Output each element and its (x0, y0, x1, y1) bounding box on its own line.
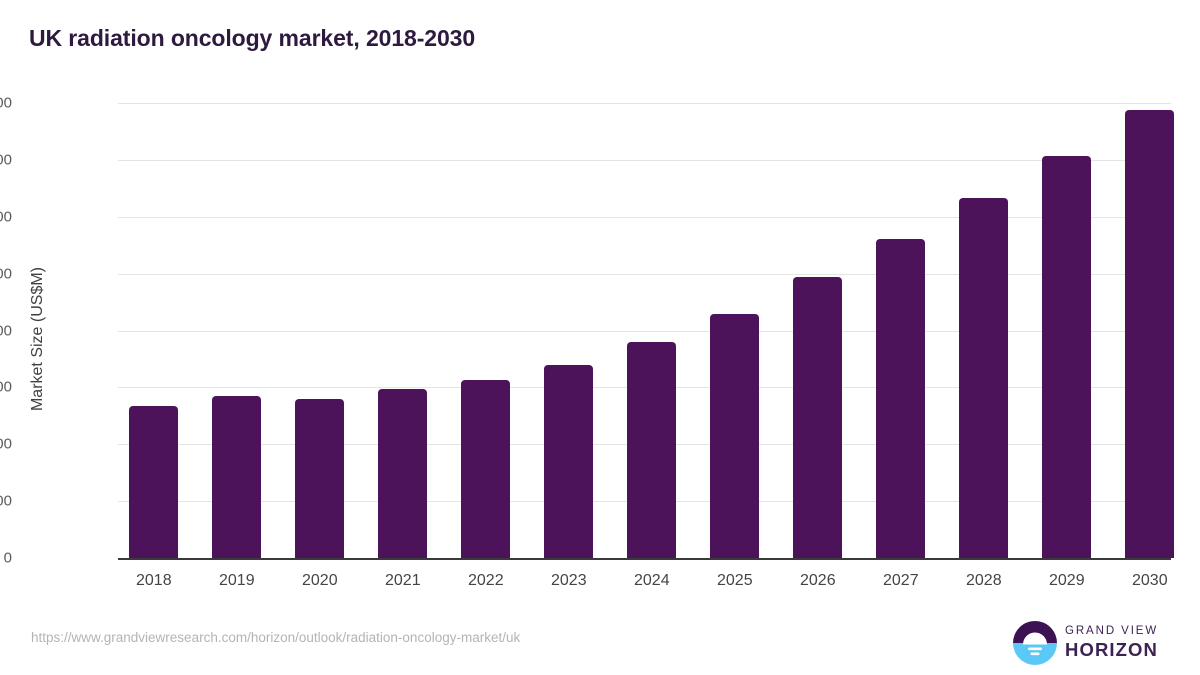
x-tick-label-2030: 2030 (1132, 572, 1168, 589)
bar-2026[interactable] (793, 277, 843, 558)
bar-2024[interactable] (627, 341, 677, 558)
x-tick-label-2022: 2022 (468, 572, 504, 589)
y-tick-label: 700 (0, 151, 12, 169)
y-tick-label: 0 (3, 549, 12, 567)
x-tick-label-2020: 2020 (302, 572, 338, 589)
x-tick-label-2026: 2026 (800, 572, 836, 589)
bar-2023[interactable] (544, 365, 594, 558)
y-tick-label: 200 (0, 435, 12, 453)
logo-text-horizon: HORIZON (1065, 639, 1159, 660)
bar-2028[interactable] (959, 197, 1009, 558)
x-tick-label-2019: 2019 (219, 572, 255, 589)
gridline (118, 103, 1171, 104)
bar-2029[interactable] (1042, 155, 1092, 558)
brand-logo: GRAND VIEW HORIZON (1013, 619, 1171, 667)
bar-2025[interactable] (710, 314, 760, 558)
gridline (118, 273, 1171, 275)
x-tick-label-2021: 2021 (385, 572, 421, 589)
y-tick-label: 100 (0, 492, 12, 510)
logo-text-grand-view: GRAND VIEW (1065, 625, 1159, 637)
bar-2020[interactable] (295, 399, 345, 558)
logo-text: GRAND VIEW HORIZON (1065, 624, 1173, 660)
bar-2030[interactable] (1125, 110, 1175, 558)
x-tick-label-2028: 2028 (966, 572, 1002, 589)
page-title: UK radiation oncology market, 2018-2030 (29, 25, 476, 51)
bar-2022[interactable] (461, 379, 511, 558)
x-tick-label-2025: 2025 (717, 572, 753, 589)
y-tick-label: 400 (0, 322, 12, 339)
x-tick-label-2029: 2029 (1049, 572, 1085, 589)
bar-2021[interactable] (378, 389, 428, 558)
x-tick-label-2027: 2027 (883, 572, 919, 589)
bar-2019[interactable] (212, 395, 262, 558)
y-tick-label: 500 (0, 265, 12, 283)
x-tick-label-2018: 2018 (136, 572, 172, 589)
gridline (118, 330, 1171, 332)
bar-2018[interactable] (129, 405, 179, 558)
gridline (118, 216, 1171, 218)
y-tick-label: 600 (0, 208, 12, 226)
bar-2027[interactable] (876, 238, 926, 558)
y-tick-label: 800 (0, 94, 12, 112)
horizon-logo-icon (1013, 621, 1057, 665)
y-tick-label: 300 (0, 378, 12, 396)
gridline (118, 159, 1171, 161)
x-tick-label-2024: 2024 (634, 572, 670, 589)
x-axis-line (118, 558, 1171, 560)
x-tick-label-2023: 2023 (551, 572, 587, 589)
source-url[interactable]: https://www.grandviewresearch.com/horizo… (31, 630, 521, 645)
y-axis-title: Market Size (US$M) (29, 266, 46, 412)
